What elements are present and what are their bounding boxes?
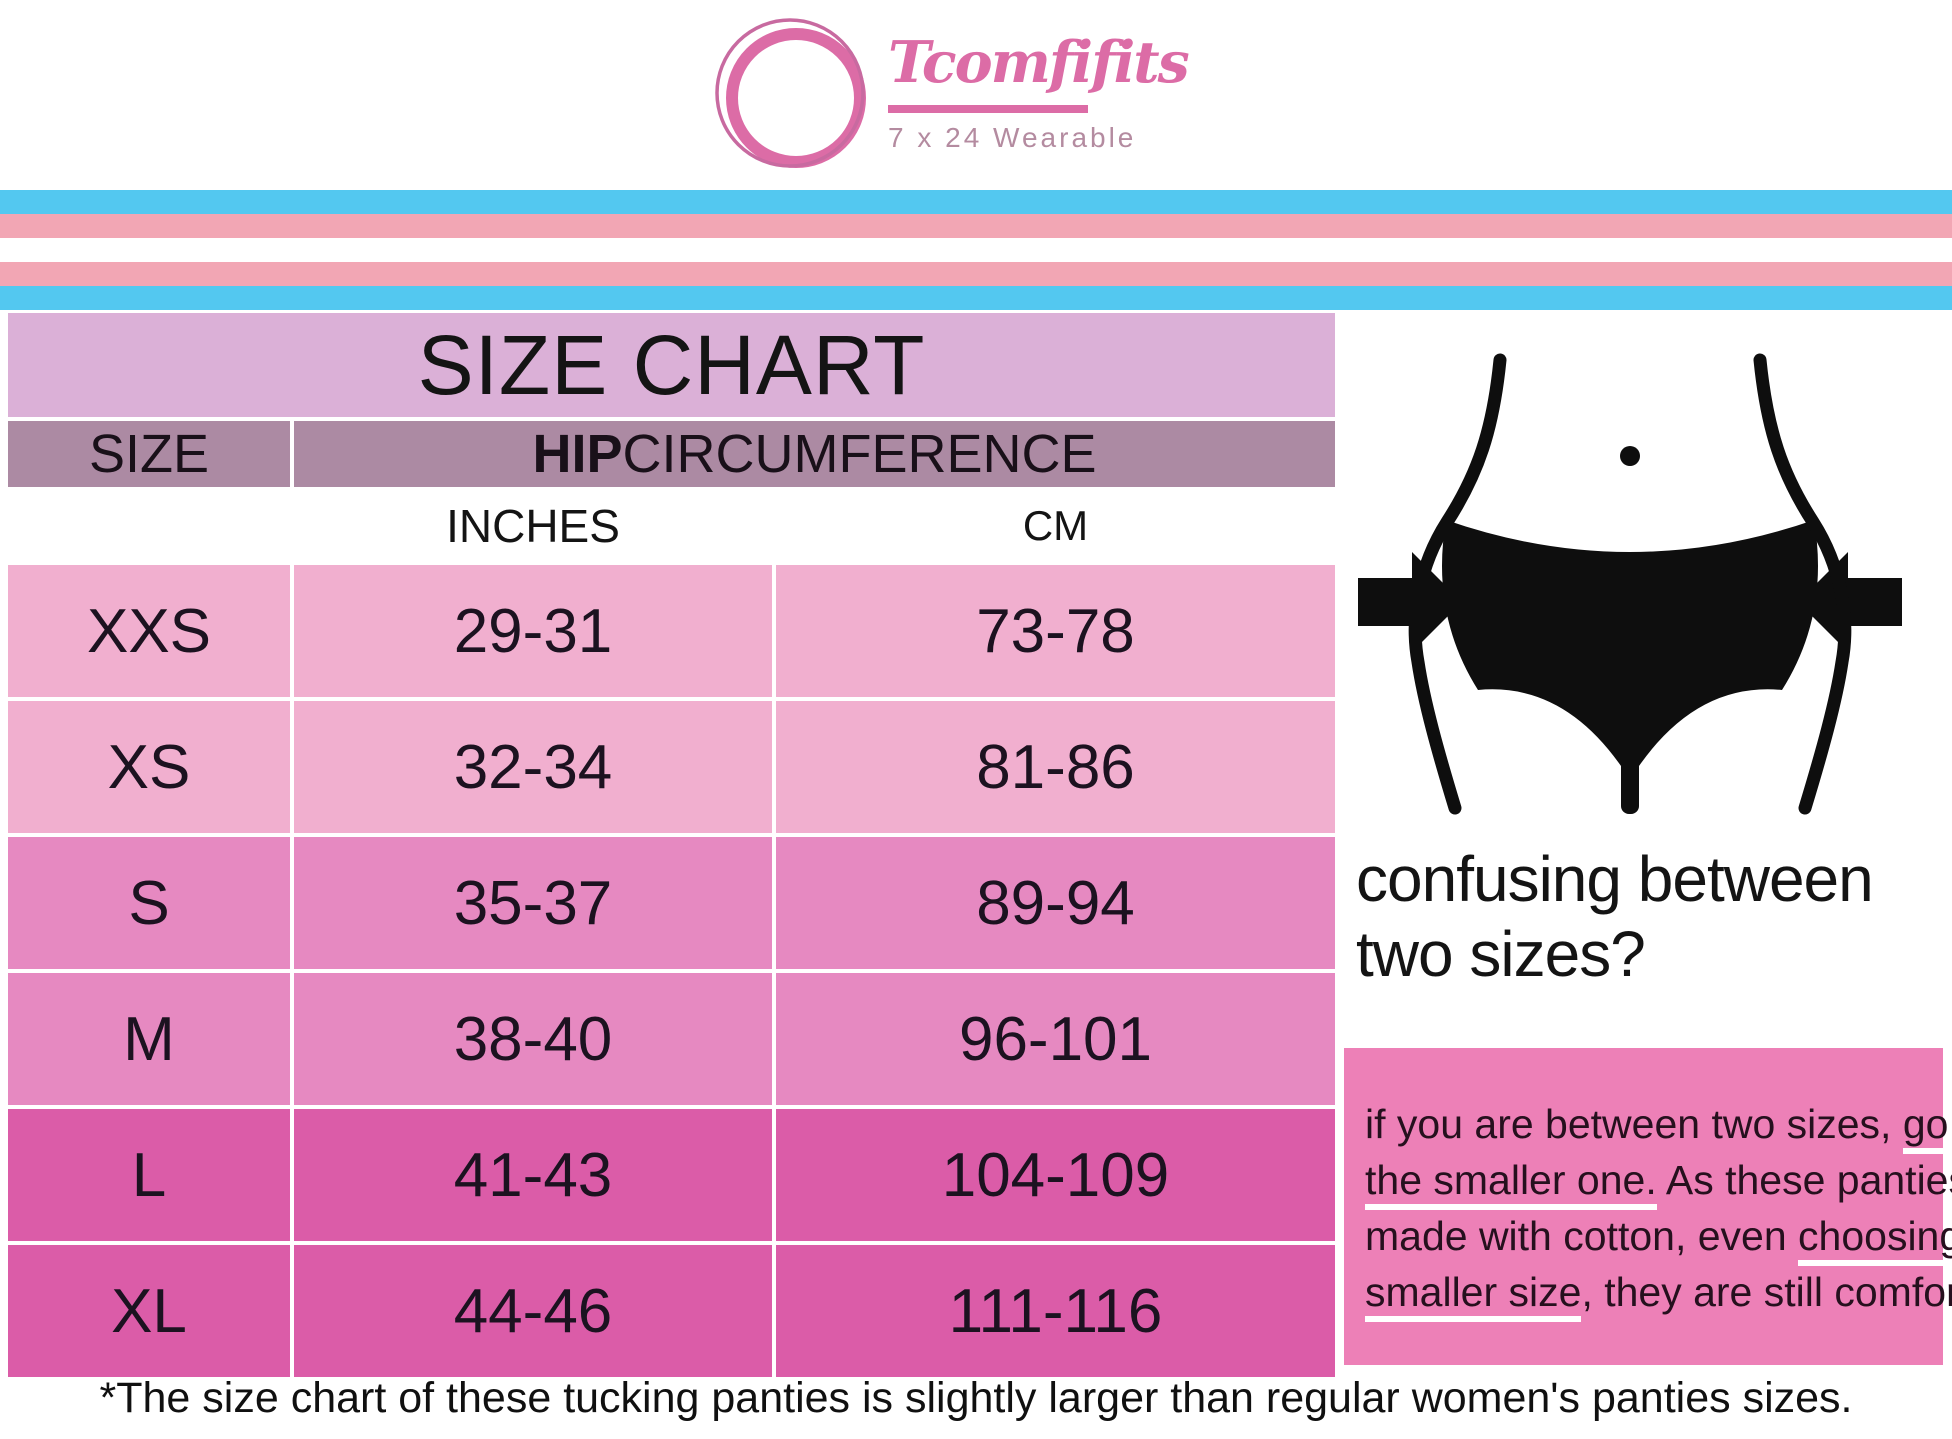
row-l-inches: 41-43 — [294, 1109, 772, 1241]
question-text: confusing between two sizes? — [1356, 842, 1946, 992]
row-s-cm: 89-94 — [776, 837, 1335, 969]
row-m-inches: 38-40 — [294, 973, 772, 1105]
flag-stripe-pink-top — [0, 214, 1952, 238]
row-xs-size: XS — [8, 701, 290, 833]
tip-text: As these panties — [1656, 1157, 1952, 1204]
row-l-cm: 104-109 — [776, 1109, 1335, 1241]
column-header-hip-circumference: HIP CIRCUMFERENCE — [294, 421, 1335, 487]
tip-text: , they are still comfortable. — [1581, 1269, 1952, 1316]
question-line-2: two sizes? — [1356, 917, 1646, 990]
brand-tagline: 7 x 24 Wearable — [888, 122, 1137, 153]
page-title: SIZE CHART — [8, 313, 1335, 417]
row-xxs-size: XXS — [8, 565, 290, 697]
tip-text-underlined: choosing a — [1798, 1213, 1952, 1267]
row-l-size: L — [8, 1109, 290, 1241]
row-xs-inches: 32-34 — [294, 701, 772, 833]
column-header-size: SIZE — [8, 421, 290, 487]
flag-stripe-blue-bottom — [0, 286, 1952, 310]
flag-stripe-blue-top — [0, 190, 1952, 214]
hip-label-rest: CIRCUMFERENCE — [622, 424, 1097, 484]
tip-text-underlined: the smaller one. — [1365, 1157, 1657, 1211]
question-line-1: confusing between — [1356, 843, 1874, 915]
tip-text: made with cotton, even — [1365, 1213, 1799, 1260]
subheader-cm: CM — [776, 491, 1335, 561]
tip-line-3: made with cotton, even choosing a — [1365, 1208, 1952, 1267]
row-xl-cm: 111-116 — [776, 1245, 1335, 1377]
brand-name: Tcomfifits — [888, 29, 1190, 96]
footnote-text: *The size chart of these tucking panties… — [99, 1374, 1853, 1422]
brand-underline — [888, 105, 1088, 113]
row-s-inches: 35-37 — [294, 837, 772, 969]
sizing-tip-box: if you are between two sizes, go for the… — [1344, 1048, 1952, 1365]
tip-text: if you are between two sizes, — [1365, 1101, 1903, 1147]
flag-stripe-band — [0, 190, 1952, 310]
flag-stripe-pink-bottom — [0, 262, 1952, 286]
hip-label-bold: HIP — [532, 424, 623, 484]
subheader-inches: INCHES — [294, 491, 772, 561]
tip-line-1: if you are between two sizes, go for — [1365, 1096, 1952, 1154]
tip-text-underlined: smaller size — [1365, 1269, 1582, 1323]
tip-line-4: smaller size, they are still comfortable… — [1365, 1264, 1952, 1323]
size-chart-table: SIZE CHART SIZE HIP CIRCUMFERENCE INCHES… — [8, 313, 1335, 1377]
brand-block: Tcomfifits 7 x 24 Wearable — [888, 29, 1190, 154]
row-xxs-cm: 73-78 — [776, 565, 1335, 697]
row-xs-cm: 81-86 — [776, 701, 1335, 833]
flag-stripe-white — [0, 238, 1952, 262]
brand-logo-circle-icon — [708, 8, 878, 189]
row-xl-size: XL — [8, 1245, 290, 1377]
hips-with-panties-icon — [1348, 352, 1912, 823]
row-xl-inches: 44-46 — [294, 1245, 772, 1377]
row-s-size: S — [8, 837, 290, 969]
row-xxs-inches: 29-31 — [294, 565, 772, 697]
tip-text-underlined: go for — [1902, 1101, 1952, 1154]
tip-line-2: the smaller one. As these panties — [1365, 1152, 1952, 1211]
subheader-blank — [8, 491, 290, 561]
row-m-cm: 96-101 — [776, 973, 1335, 1105]
row-m-size: M — [8, 973, 290, 1105]
